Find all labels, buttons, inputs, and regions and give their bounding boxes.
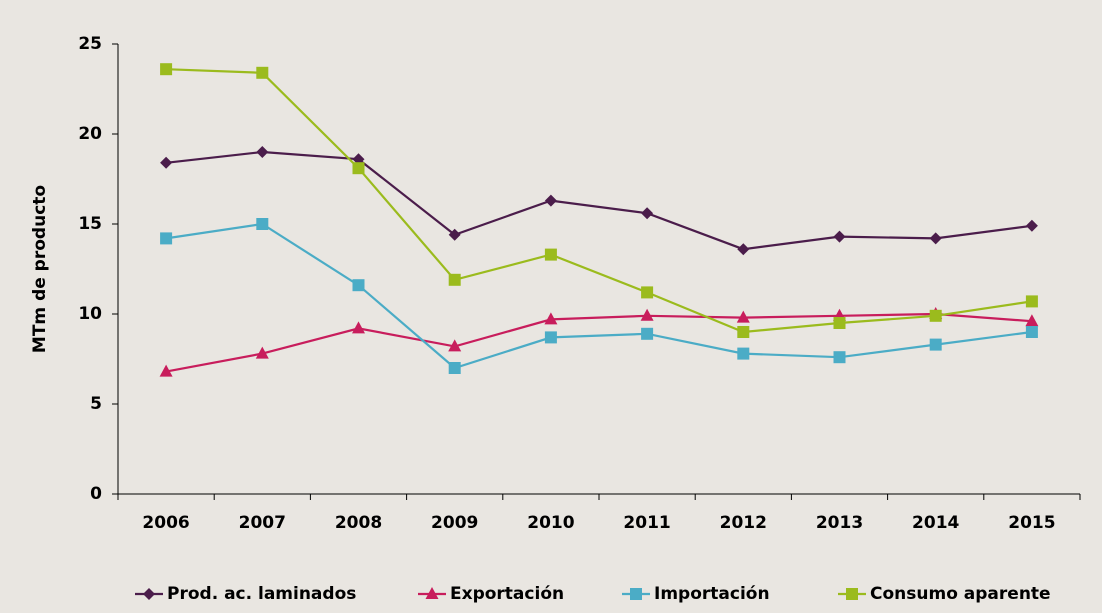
marker (160, 156, 173, 169)
marker (1025, 326, 1038, 338)
x-tick-label: 2010 (527, 513, 574, 533)
marker (929, 309, 942, 322)
marker (736, 310, 750, 323)
legend-label: Consumo aparente (870, 584, 1051, 604)
marker (352, 321, 365, 334)
x-tick-label: 2015 (1008, 513, 1055, 533)
marker (833, 317, 846, 329)
marker (143, 588, 155, 600)
marker (544, 312, 558, 325)
marker (448, 228, 461, 241)
series-line (165, 312, 1032, 373)
marker (256, 146, 269, 158)
marker (544, 248, 557, 261)
x-tick-label: 2011 (623, 513, 670, 533)
marker (737, 326, 750, 338)
marker (929, 338, 942, 351)
legend-label: Exportación (450, 584, 564, 604)
y-tick-label: 5 (90, 394, 102, 414)
marker (833, 230, 846, 243)
marker (448, 362, 461, 374)
marker (256, 218, 269, 230)
marker (640, 308, 654, 321)
marker (1025, 314, 1039, 327)
marker (160, 63, 173, 76)
marker (448, 273, 461, 286)
marker (160, 232, 173, 245)
marker (641, 327, 654, 340)
marker (352, 279, 365, 292)
x-tick-label: 2008 (335, 513, 382, 533)
marker (352, 162, 365, 175)
marker (448, 339, 462, 352)
marker (641, 286, 654, 299)
x-tick-label: 2014 (912, 513, 959, 533)
marker (1025, 295, 1038, 308)
y-tick-label: 15 (78, 214, 102, 234)
y-axis-label: MTm de producto (30, 185, 50, 353)
legend-label: Importación (654, 584, 770, 604)
marker (929, 232, 942, 245)
y-tick-label: 25 (78, 34, 102, 54)
marker (425, 587, 439, 599)
marker (159, 364, 173, 377)
marker (737, 243, 750, 256)
marker (544, 331, 557, 344)
marker (846, 588, 858, 600)
marker (544, 194, 557, 207)
x-tick-label: 2012 (720, 513, 767, 533)
x-tick-label: 2006 (142, 513, 189, 533)
y-tick-label: 10 (78, 304, 102, 324)
marker (1025, 219, 1038, 232)
series-line (165, 222, 1033, 370)
marker (833, 351, 846, 364)
x-tick-label: 2009 (431, 513, 478, 533)
series-line (165, 150, 1033, 251)
legend-label: Prod. ac. laminados (167, 584, 356, 604)
y-tick-label: 20 (78, 124, 102, 144)
marker (256, 66, 269, 79)
x-tick-label: 2013 (816, 513, 863, 533)
x-tick-label: 2007 (239, 513, 286, 533)
y-tick-label: 0 (90, 484, 102, 504)
marker (255, 346, 269, 359)
marker (641, 207, 654, 220)
marker (630, 588, 642, 600)
marker (737, 347, 750, 360)
series-line (166, 68, 1033, 334)
